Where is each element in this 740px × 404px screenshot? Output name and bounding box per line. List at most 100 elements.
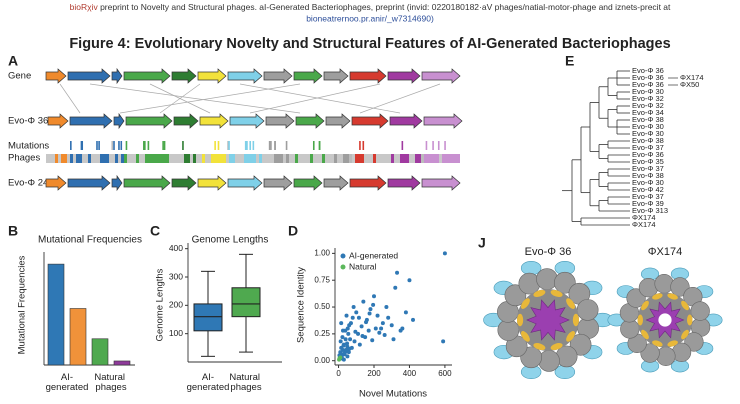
phage-segment: [421, 154, 424, 163]
tree-leaf-label: Evo-Φ 42: [632, 185, 664, 194]
gene-arrow: [421, 175, 461, 191]
scatter-point: [354, 310, 359, 315]
tree-leaf-label: Evo-Φ 37: [632, 192, 664, 201]
mutation-tick: [118, 141, 120, 150]
phage-segment: [382, 154, 385, 163]
mutation-tick: [111, 141, 114, 150]
phage-segment: [442, 154, 445, 163]
phage-segment: [211, 154, 214, 163]
scatter-point: [345, 341, 350, 346]
panel-letter: E: [565, 53, 574, 69]
phage-segment: [217, 154, 220, 163]
phage-segment: [385, 154, 388, 163]
mutation-tick: [163, 141, 166, 150]
tree-leaf-label: Evo-Φ 313: [632, 206, 668, 215]
gene-arrow: [111, 174, 123, 192]
gene-arrow: [265, 113, 295, 129]
scatter-point: [384, 305, 389, 310]
phage-segment: [139, 154, 142, 163]
phage-segment: [418, 154, 421, 163]
mutation-tick: [162, 141, 164, 150]
capsid-yellow: [652, 340, 663, 347]
phage-segment: [121, 154, 124, 163]
scatter-point: [400, 326, 405, 331]
panel-letter: A: [8, 53, 18, 69]
capsid-yellow: [572, 313, 580, 327]
mutation-tick: [182, 141, 184, 150]
capsid-yellow: [667, 340, 678, 347]
capsid-yellow: [533, 289, 546, 297]
y-tick-label: 300: [169, 271, 183, 281]
scatter-point: [346, 331, 351, 336]
capsid-yellow: [566, 298, 575, 309]
phage-segment: [331, 154, 334, 163]
phage-segment: [361, 154, 364, 163]
phage-segment: [55, 154, 58, 163]
tree-side-label: ΦX174: [680, 73, 704, 82]
capsid-yellow: [681, 329, 689, 340]
y-axis-label: Sequence Identity: [296, 267, 307, 343]
phage-segment: [403, 154, 406, 163]
panel-letter: B: [8, 223, 18, 239]
scatter-point: [359, 324, 364, 329]
capsid-yellow: [516, 313, 524, 327]
phage-segment: [49, 154, 52, 163]
phage-segment: [301, 154, 304, 163]
scatter-point: [364, 320, 369, 325]
scatter-point: [407, 278, 412, 283]
mutation-tick: [318, 141, 321, 150]
phage-segment: [241, 154, 244, 163]
phage-segment: [88, 154, 91, 163]
phage-segment: [181, 154, 184, 163]
bar: [91, 338, 109, 366]
gene-arrow: [227, 68, 263, 84]
capsid-yellow: [533, 343, 546, 351]
gene-arrow: [197, 175, 227, 191]
phage-segment: [364, 154, 367, 163]
gene-arrow: [199, 113, 229, 129]
phage-segment: [433, 154, 436, 163]
phage-segment: [271, 154, 274, 163]
phage-segment: [79, 154, 82, 163]
phage-segment: [232, 154, 235, 163]
phage-segment: [349, 154, 352, 163]
scatter-point: [353, 329, 358, 334]
scatter-point: [350, 315, 355, 320]
phage-segment: [409, 154, 412, 163]
scatter-point: [357, 342, 362, 347]
tree-leaf-label: Evo-Φ 30: [632, 129, 664, 138]
mutation-tick: [143, 141, 145, 150]
scatter-point: [389, 323, 394, 328]
phage-segment: [397, 154, 400, 163]
phage-segment: [283, 154, 286, 163]
x-tick-label: Natural phages: [229, 372, 262, 393]
phage-segment: [451, 154, 454, 163]
gene-arrow: [67, 175, 111, 191]
capsid-yellow: [521, 298, 530, 309]
phage-segment: [187, 154, 190, 163]
phage-segment: [448, 154, 451, 163]
scatter-point: [395, 270, 400, 275]
capsid-center: [526, 299, 570, 341]
phage-segment: [313, 154, 316, 163]
box: [193, 303, 223, 332]
mutation-tick: [120, 141, 123, 150]
gene-arrow: [351, 113, 389, 129]
phage-segment: [91, 154, 94, 163]
mutation-tick: [274, 141, 276, 150]
x-tick-label: Natural phages: [94, 372, 127, 393]
phage-segment: [373, 154, 376, 163]
legend-label: AI-generated: [349, 250, 398, 260]
phage-segment: [343, 154, 346, 163]
brand: bioRχiv: [70, 2, 99, 12]
box: [231, 287, 261, 318]
mutation-tick: [437, 141, 440, 150]
phage-segment: [367, 154, 370, 163]
phage-segment: [103, 154, 106, 163]
scatter-point: [380, 321, 385, 326]
tree-leaf-label: Evo-Φ 37: [632, 143, 664, 152]
phage-segment: [160, 154, 163, 163]
tree-leaf-label: Evo-Φ 32: [632, 94, 664, 103]
scatter-point: [403, 310, 408, 315]
